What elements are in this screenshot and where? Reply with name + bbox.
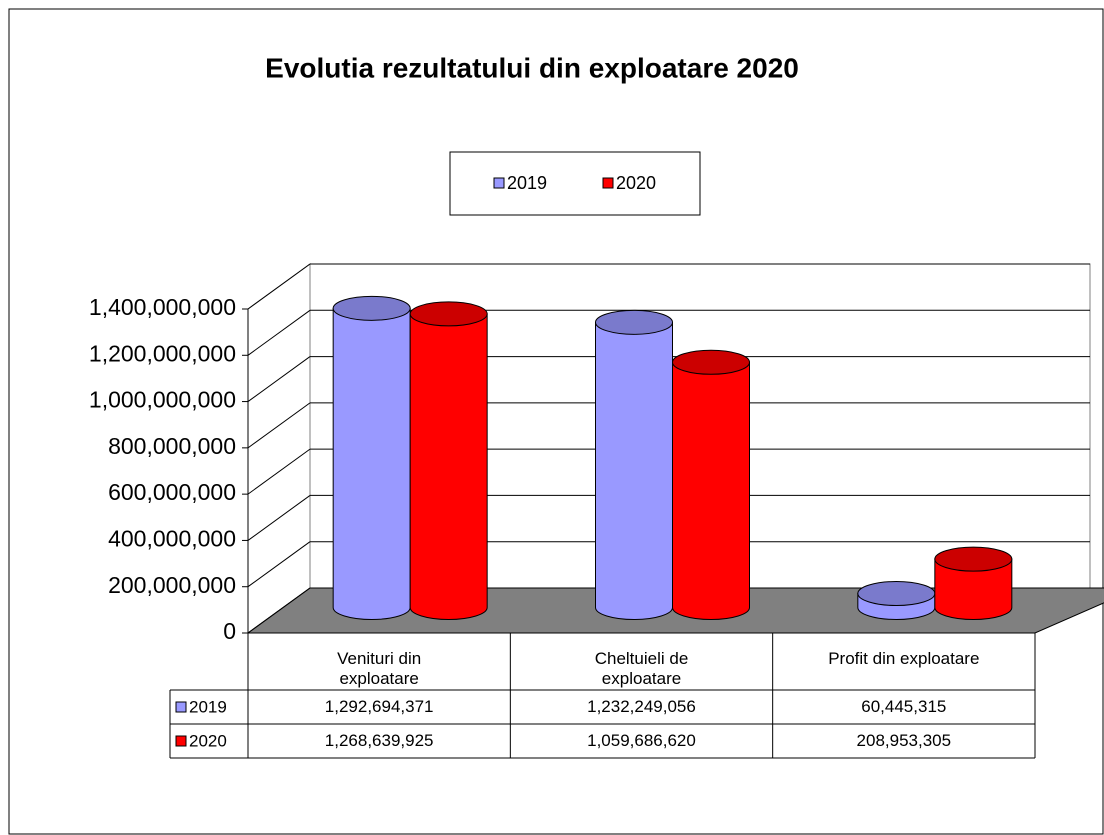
side-grid-line xyxy=(247,356,311,402)
side-grid-line xyxy=(247,495,311,541)
cylinder-top xyxy=(332,295,411,321)
legend-label: 2019 xyxy=(507,173,547,193)
y-tick-label: 1,000,000,000 xyxy=(89,387,236,413)
side-grid-line xyxy=(247,448,311,495)
legend-swatch xyxy=(493,177,505,189)
y-tick-label: 600,000,000 xyxy=(108,479,236,505)
legend-swatch xyxy=(602,177,614,189)
legend-key xyxy=(175,701,187,713)
cylinder-top xyxy=(934,546,1013,572)
legend-box xyxy=(449,151,701,216)
table-value: 1,292,694,371 xyxy=(324,697,434,716)
side-grid-line xyxy=(247,263,311,310)
row-label: 2019 xyxy=(189,697,227,716)
y-tick-label: 200,000,000 xyxy=(108,572,236,598)
y-tick-label: 400,000,000 xyxy=(108,526,236,552)
table-value: 60,445,315 xyxy=(861,697,947,716)
cylinder-body xyxy=(595,321,673,620)
table-value: 1,059,686,620 xyxy=(587,731,696,750)
y-tick-label: 1,400,000,000 xyxy=(89,294,236,320)
cylinder-top xyxy=(595,309,673,335)
row-label: 2020 xyxy=(189,731,227,750)
cylinder-body xyxy=(934,558,1013,620)
cylinder-top xyxy=(857,581,936,607)
category-label: Venituri din exploatare xyxy=(337,649,422,688)
category-label: Profit din exploatare xyxy=(828,649,980,668)
side-grid-line xyxy=(247,309,311,356)
cylinder-top xyxy=(409,301,488,327)
side-wall xyxy=(247,263,311,634)
side-grid-line xyxy=(247,402,311,449)
cylinder-top xyxy=(672,349,750,375)
cylinder-body xyxy=(409,313,488,620)
y-tick-label: 0 xyxy=(223,618,236,644)
table-value: 208,953,305 xyxy=(856,731,952,750)
cylinder-body xyxy=(672,361,750,620)
chart-title: Evolutia rezultatului din exploatare 202… xyxy=(265,52,799,83)
table-value: 1,232,249,056 xyxy=(587,697,696,716)
table-value: 1,268,639,925 xyxy=(324,731,434,750)
y-tick-label: 1,200,000,000 xyxy=(89,340,236,366)
category-label: Cheltuieli de exploatare xyxy=(594,649,689,688)
cylinder-body xyxy=(332,307,411,620)
side-grid-line xyxy=(247,587,311,634)
legend-label: 2020 xyxy=(616,173,656,193)
legend-key xyxy=(175,735,187,747)
y-tick-label: 800,000,000 xyxy=(108,433,236,459)
side-grid-line xyxy=(247,541,311,588)
